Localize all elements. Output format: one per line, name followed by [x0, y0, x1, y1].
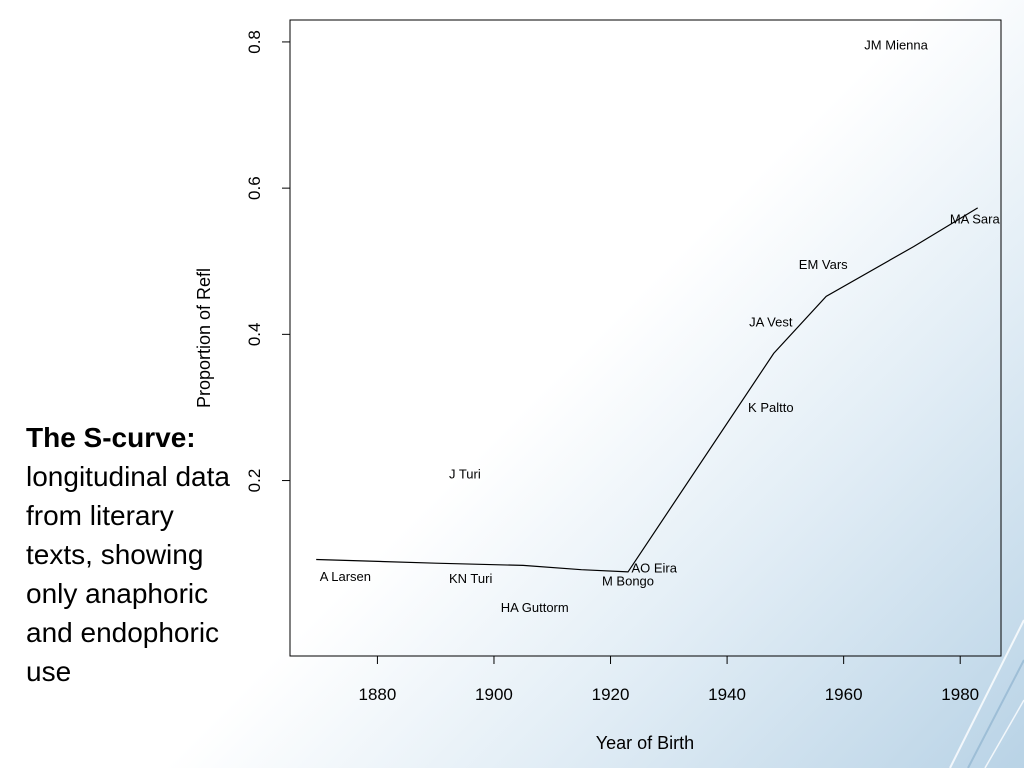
y-tick-label: 0.6: [245, 176, 264, 200]
x-tick-label: 1900: [475, 685, 513, 704]
point-label: EM Vars: [799, 257, 848, 272]
y-tick-label: 0.8: [245, 30, 264, 54]
x-tick-label: 1920: [592, 685, 630, 704]
x-tick-label: 1980: [941, 685, 979, 704]
point-label: KN Turi: [449, 571, 492, 586]
point-label: HA Guttorm: [501, 600, 569, 615]
x-tick-label: 1880: [359, 685, 397, 704]
x-axis-title: Year of Birth: [596, 733, 694, 753]
y-tick-label: 0.4: [245, 323, 264, 347]
x-tick-label: 1960: [825, 685, 863, 704]
point-label: A Larsen: [320, 569, 371, 584]
point-label: M Bongo: [602, 573, 654, 588]
x-axis: 1880 1900 1920 1940 1960 1980: [359, 656, 979, 704]
series-line: [316, 207, 979, 573]
plot-frame: [289, 19, 1002, 657]
point-label: MA Sara: [950, 212, 1001, 227]
caption-lead: The S-curve:: [26, 422, 196, 453]
point-label: JM Mienna: [864, 38, 928, 53]
y-axis-title: Proportion of Refl: [194, 268, 214, 408]
y-tick-label: 0.2: [245, 469, 264, 493]
y-axis: 0.2 0.4 0.6 0.8: [245, 30, 290, 492]
slide-caption: The S-curve: longitudinal data from lite…: [26, 418, 241, 691]
point-label: JA Vest: [749, 315, 793, 330]
x-tick-label: 1940: [708, 685, 746, 704]
point-label: J Turi: [449, 467, 481, 482]
point-label: AO Eira: [631, 560, 677, 575]
caption-body: longitudinal data from literary texts, s…: [26, 461, 230, 687]
point-label: K Paltto: [748, 400, 794, 415]
series-layer: [316, 207, 979, 573]
